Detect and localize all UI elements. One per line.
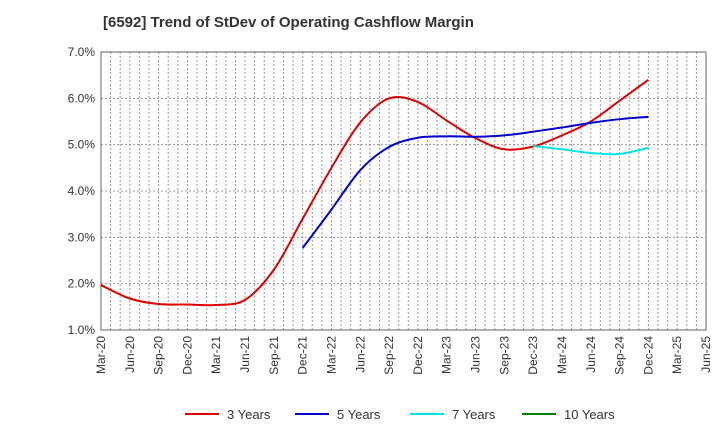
y-tick-label: 4.0% <box>68 184 96 198</box>
x-tick-label: Jun-21 <box>238 336 252 373</box>
y-tick-label: 2.0% <box>68 277 96 291</box>
y-tick-label: 7.0% <box>68 45 96 59</box>
x-tick-label: Dec-20 <box>180 336 194 375</box>
x-tick-label: Dec-22 <box>411 336 425 375</box>
legend-swatch-3-years <box>185 413 219 415</box>
x-tick-label: Sep-23 <box>497 336 511 375</box>
plot-border <box>100 51 707 331</box>
x-tick-label: Mar-24 <box>555 336 569 374</box>
x-tick-label: Sep-21 <box>267 336 281 375</box>
legend-label: 7 Years <box>452 406 496 422</box>
series-line-3-years <box>100 78 649 307</box>
legend-swatch-5-years <box>295 413 329 415</box>
x-tick-label: Sep-22 <box>382 336 396 375</box>
y-tick-label: 1.0% <box>68 323 96 337</box>
x-tick-label: Mar-20 <box>94 336 108 374</box>
legend-swatch-10-years <box>522 413 556 415</box>
y-tick-label: 6.0% <box>68 91 96 105</box>
legend-label: 3 Years <box>227 406 271 422</box>
y-tick-label: 5.0% <box>68 138 96 152</box>
legend-item-7-years: 7 Years <box>410 404 495 424</box>
legend-label: 10 Years <box>564 406 615 422</box>
x-tick-label: Jun-24 <box>584 336 598 373</box>
legend-item-3-years: 3 Years <box>185 404 270 424</box>
legend-label: 5 Years <box>337 406 381 422</box>
legend-swatch-7-years <box>410 413 444 415</box>
x-tick-label: Dec-23 <box>526 336 540 375</box>
x-tick-label: Sep-20 <box>152 336 166 375</box>
x-tick-label: Jun-23 <box>469 336 483 373</box>
x-tick-label: Mar-25 <box>670 336 684 374</box>
x-tick-label: Mar-22 <box>324 336 338 374</box>
legend-item-5-years: 5 Years <box>295 404 380 424</box>
y-tick-label: 3.0% <box>68 230 96 244</box>
legend: 3 Years 5 Years 7 Years 10 Years <box>0 404 720 424</box>
x-tick-label: Dec-24 <box>641 336 655 375</box>
series-line-7-years <box>533 145 649 156</box>
series-line-5-years <box>301 115 649 249</box>
chart-title: [6592] Trend of StDev of Operating Cashf… <box>103 14 474 31</box>
x-tick-label: Jun-20 <box>123 336 137 373</box>
x-tick-label: Jun-25 <box>699 336 713 373</box>
x-tick-label: Jun-22 <box>353 336 367 373</box>
x-tick-label: Dec-21 <box>296 336 310 375</box>
x-tick-label: Sep-24 <box>613 336 627 375</box>
legend-item-10-years: 10 Years <box>522 404 615 424</box>
x-tick-label: Mar-21 <box>209 336 223 374</box>
x-tick-label: Mar-23 <box>440 336 454 374</box>
plot-area <box>101 52 706 330</box>
